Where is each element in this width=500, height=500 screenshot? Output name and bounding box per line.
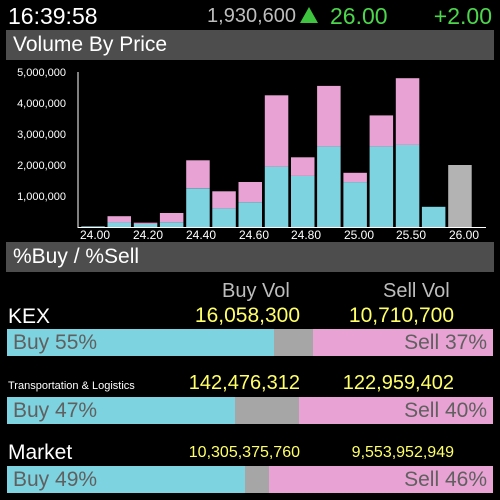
- x-tick-label: 24.40: [186, 228, 217, 242]
- buy-sell-bar: Buy 47% Sell 40%: [7, 397, 493, 424]
- volume-bar-segment: [369, 115, 394, 147]
- y-tick-label: 1,000,000: [17, 191, 66, 203]
- buy-sell-bar: Buy 49% Sell 46%: [7, 466, 493, 493]
- volume-bar-segment: [159, 213, 184, 223]
- row-name-kex: KEX: [8, 305, 51, 328]
- y-tick-label: 4,000,000: [17, 98, 66, 110]
- x-tick-label: 24.80: [291, 228, 322, 242]
- buy-vol-value: 16,058,300: [194, 304, 300, 327]
- volume-bar-segment: [395, 78, 420, 145]
- volume-bar-segment: [264, 166, 289, 228]
- volume-bar-segment: [238, 182, 262, 203]
- volume-bar-segment: [421, 206, 446, 227]
- price-label: 26.00: [330, 3, 388, 29]
- volume-bar-segment: [212, 191, 236, 209]
- sell-percent-label: Sell 40%: [404, 399, 487, 422]
- volume-bar-segment: [133, 222, 158, 224]
- sell-portion: [269, 466, 493, 493]
- x-tick-label: 26.00: [449, 228, 480, 242]
- chart-bars: [81, 78, 472, 228]
- sell-vol-value: 10,710,700: [348, 304, 454, 327]
- sell-portion: [298, 397, 493, 424]
- volume-bar-segment: [81, 226, 105, 227]
- volume-bar-segment: [343, 172, 367, 183]
- buy-sell-header: %Buy / %Sell: [6, 242, 494, 272]
- volume-bar-segment: [107, 222, 131, 227]
- volume-bar-segment: [291, 175, 315, 227]
- volume-chart: [77, 72, 486, 228]
- buy-sell-bar: Buy 55% Sell 37%: [7, 329, 493, 356]
- volume-by-price-header: Volume By Price: [6, 30, 494, 60]
- y-tick-label: 5,000,000: [17, 67, 66, 79]
- up-triangle-icon: [300, 7, 318, 23]
- volume-bar-segment: [317, 146, 341, 227]
- x-tick-label: 24.60: [239, 228, 270, 242]
- sell-vol-value: 9,553,952,949: [351, 444, 454, 461]
- sell-percent-label: Sell 37%: [404, 331, 487, 354]
- sell-vol-column-header: Sell Vol: [383, 280, 450, 302]
- buy-percent-label: Buy 47%: [13, 399, 98, 422]
- change-label: +2.00: [433, 3, 492, 29]
- volume-bar-segment: [159, 222, 184, 227]
- y-tick-label: 3,000,000: [17, 129, 66, 141]
- buy-percent-label: Buy 55%: [13, 331, 98, 354]
- section-title: %Buy / %Sell: [13, 245, 140, 268]
- volume-bar-segment: [212, 208, 236, 227]
- volume-label: 1,930,600: [207, 5, 296, 27]
- x-tick-label: 25.50: [396, 228, 427, 242]
- volume-bar-segment: [448, 165, 472, 227]
- volume-bar-segment: [186, 188, 210, 228]
- sell-portion: [313, 329, 493, 356]
- buy-portion: [7, 466, 246, 493]
- volume-bar-segment: [133, 223, 158, 227]
- x-tick-label: 25.00: [344, 228, 375, 242]
- volume-bar-segment: [107, 216, 131, 223]
- buy-vol-value: 10,305,375,760: [188, 444, 300, 461]
- buy-portion: [7, 329, 275, 356]
- section-title: Volume By Price: [13, 33, 168, 56]
- volume-bar-segment: [291, 157, 315, 176]
- buy-vol-value: 142,476,312: [188, 372, 300, 394]
- buy-vol-column-header: Buy Vol: [222, 280, 290, 302]
- volume-bar-segment: [343, 182, 367, 228]
- volume-bar-segment: [395, 144, 420, 227]
- time-label: 16:39:58: [8, 3, 98, 29]
- volume-bar-segment: [369, 146, 394, 227]
- sell-vol-value: 122,959,402: [342, 372, 454, 394]
- x-tick-label: 24.00: [80, 228, 111, 242]
- row-name-market: Market: [8, 441, 73, 464]
- volume-bar-segment: [238, 202, 262, 227]
- x-tick-label: 24.20: [133, 228, 164, 242]
- buy-portion: [7, 397, 236, 424]
- y-tick-label: 2,000,000: [17, 160, 66, 172]
- quote-header: 16:39:58 1,930,600 26.00 +2.00: [0, 0, 500, 30]
- sell-percent-label: Sell 46%: [404, 468, 487, 491]
- volume-bar-segment: [264, 95, 289, 167]
- volume-bar-segment: [186, 160, 210, 189]
- buy-percent-label: Buy 49%: [13, 468, 98, 491]
- row-name-sector: Transportation & Logistics: [8, 380, 135, 392]
- volume-bar-segment: [317, 85, 341, 147]
